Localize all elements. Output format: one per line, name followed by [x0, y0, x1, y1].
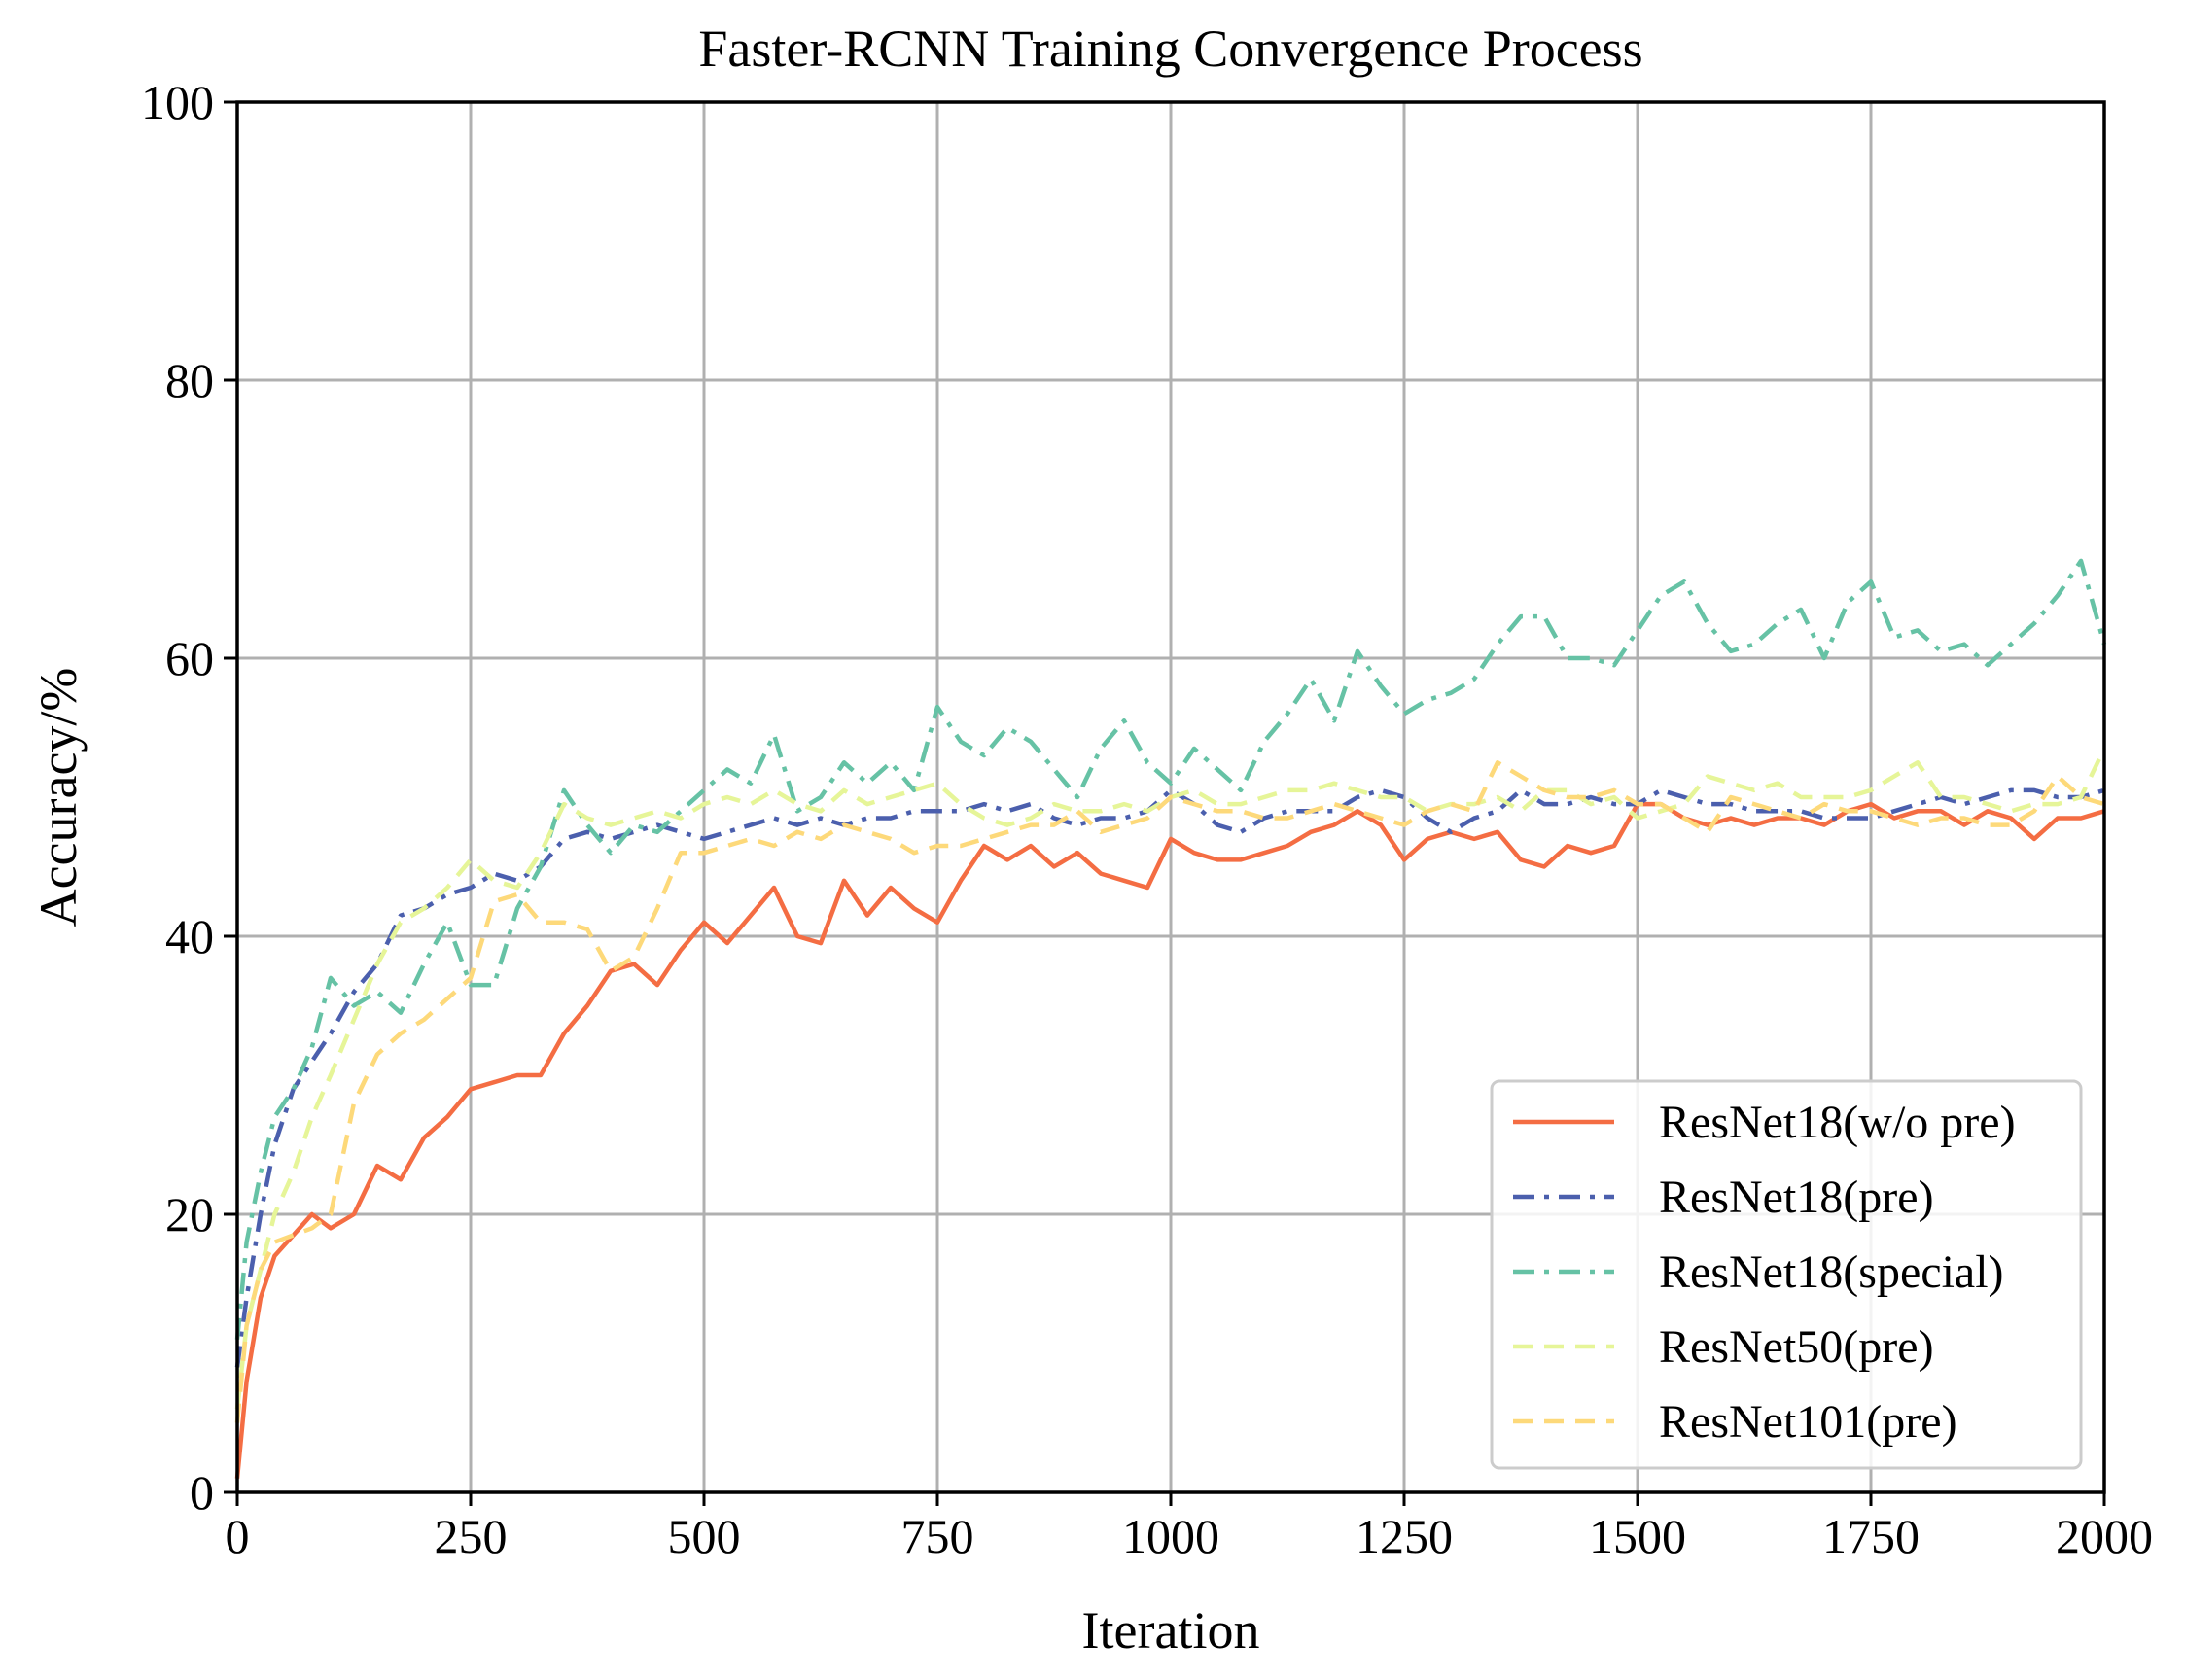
y-tick-label: 20 [165, 1187, 214, 1242]
y-tick-label: 80 [165, 353, 214, 407]
legend-label: ResNet18(w/o pre) [1659, 1097, 2016, 1148]
series-layer [234, 558, 2107, 1479]
x-tick-label: 1750 [1822, 1509, 1920, 1563]
y-axis-label: Accuracy/% [29, 668, 88, 928]
legend-label: ResNet18(special) [1659, 1246, 2004, 1298]
y-tick-label: 100 [141, 75, 214, 129]
x-tick-label: 2000 [2056, 1509, 2153, 1563]
chart-title: Faster-RCNN Training Convergence Process [698, 19, 1642, 78]
y-tick-label: 60 [165, 631, 214, 685]
x-tick-label: 250 [435, 1509, 508, 1563]
legend-frame [1490, 1079, 2083, 1470]
legend-label: ResNet18(pre) [1659, 1172, 1934, 1223]
series-line-4 [234, 760, 2105, 1423]
series-line-3 [234, 747, 2107, 1410]
x-tick-label: 1000 [1122, 1509, 1219, 1563]
x-tick-label: 500 [668, 1509, 741, 1563]
legend-label: ResNet101(pre) [1659, 1396, 1957, 1448]
legend-label: ResNet50(pre) [1659, 1321, 1934, 1373]
series-line-2 [234, 558, 2107, 1340]
y-tick-label: 0 [190, 1465, 214, 1520]
legend: ResNet18(w/o pre) ResNet18(pre) ResNet18(s… [1490, 1079, 2083, 1470]
x-tick-label: 0 [226, 1509, 250, 1563]
x-axis-label: Iteration [1082, 1601, 1260, 1660]
x-tick-label: 1500 [1589, 1509, 1686, 1563]
tick-layer: 0 250 500 750 1000 1250 1500 1750 2000 0 20 40 60 80 1… [141, 75, 2153, 1563]
x-tick-label: 1250 [1356, 1509, 1453, 1563]
x-tick-label: 750 [901, 1509, 974, 1563]
y-tick-label: 40 [165, 909, 214, 963]
series-line-0 [234, 801, 2105, 1479]
